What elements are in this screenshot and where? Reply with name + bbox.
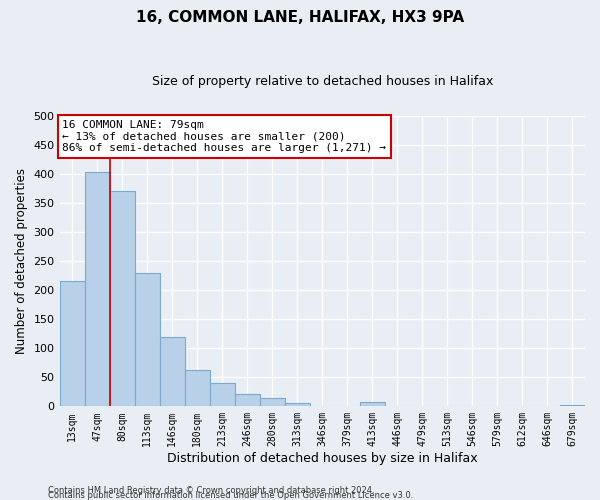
Bar — [59, 282, 85, 406]
Bar — [85, 172, 110, 406]
Bar — [235, 394, 260, 406]
Title: Size of property relative to detached houses in Halifax: Size of property relative to detached ho… — [152, 75, 493, 88]
Bar — [110, 191, 134, 406]
X-axis label: Distribution of detached houses by size in Halifax: Distribution of detached houses by size … — [167, 452, 478, 465]
Text: 16, COMMON LANE, HALIFAX, HX3 9PA: 16, COMMON LANE, HALIFAX, HX3 9PA — [136, 10, 464, 25]
Y-axis label: Number of detached properties: Number of detached properties — [15, 168, 28, 354]
Bar — [560, 404, 585, 406]
Bar — [260, 398, 285, 406]
Text: Contains HM Land Registry data © Crown copyright and database right 2024.: Contains HM Land Registry data © Crown c… — [48, 486, 374, 495]
Text: Contains public sector information licensed under the Open Government Licence v3: Contains public sector information licen… — [48, 491, 413, 500]
Bar — [209, 383, 235, 406]
Bar — [185, 370, 209, 406]
Bar — [360, 402, 385, 406]
Bar — [160, 336, 185, 406]
Text: 16 COMMON LANE: 79sqm
← 13% of detached houses are smaller (200)
86% of semi-det: 16 COMMON LANE: 79sqm ← 13% of detached … — [62, 120, 386, 153]
Bar — [134, 272, 160, 406]
Bar — [285, 404, 310, 406]
